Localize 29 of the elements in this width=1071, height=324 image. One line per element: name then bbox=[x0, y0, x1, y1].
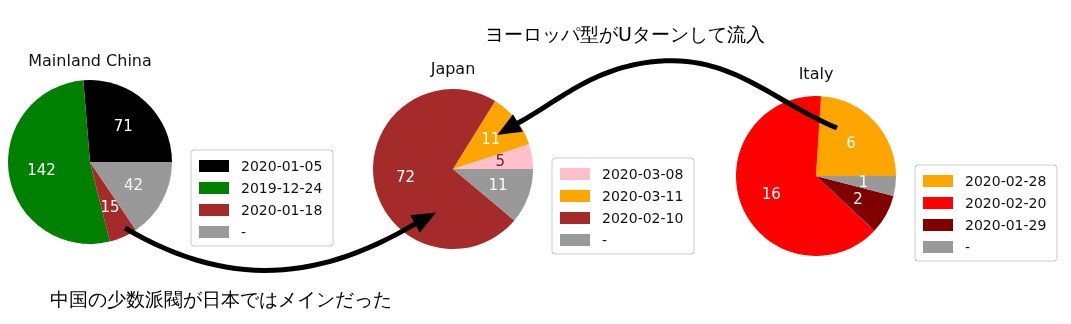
legend-label: 2019-12-24 bbox=[241, 180, 323, 196]
data-label: 6 bbox=[846, 134, 856, 153]
data-label: 142 bbox=[27, 160, 56, 179]
data-label: 71 bbox=[113, 116, 133, 135]
data-label: 2 bbox=[853, 190, 863, 209]
legend-label: - bbox=[241, 224, 247, 240]
legend-label: 2020-03-11 bbox=[602, 188, 684, 204]
data-label: 1 bbox=[858, 173, 869, 192]
chart-title: Japan bbox=[429, 59, 476, 78]
legend-label: - bbox=[965, 239, 971, 255]
data-label: 11 bbox=[488, 176, 508, 195]
legend-label: 2020-02-28 bbox=[965, 173, 1047, 189]
legend-label: 2020-01-29 bbox=[965, 217, 1047, 233]
data-label: 42 bbox=[123, 176, 143, 195]
legend-label: 2020-03-08 bbox=[602, 166, 684, 182]
legend-label: 2020-02-20 bbox=[965, 195, 1047, 211]
data-label: 5 bbox=[495, 152, 506, 171]
chart-title: Italy bbox=[798, 64, 834, 83]
legend-label: 2020-01-18 bbox=[241, 202, 323, 218]
data-label: 16 bbox=[761, 184, 781, 203]
data-label: 72 bbox=[396, 167, 416, 186]
chart-title: Mainland China bbox=[28, 51, 152, 70]
text: 中国の少数派閥が日本ではメインだった bbox=[50, 288, 392, 310]
data-label: 15 bbox=[100, 197, 120, 216]
text: ヨーロッパ型がUターンして流入 bbox=[485, 23, 765, 45]
legend-label: - bbox=[602, 232, 608, 248]
legend-label: 2020-01-05 bbox=[241, 158, 323, 174]
data-label: 11 bbox=[481, 130, 501, 149]
legend-label: 2020-02-10 bbox=[602, 210, 684, 226]
